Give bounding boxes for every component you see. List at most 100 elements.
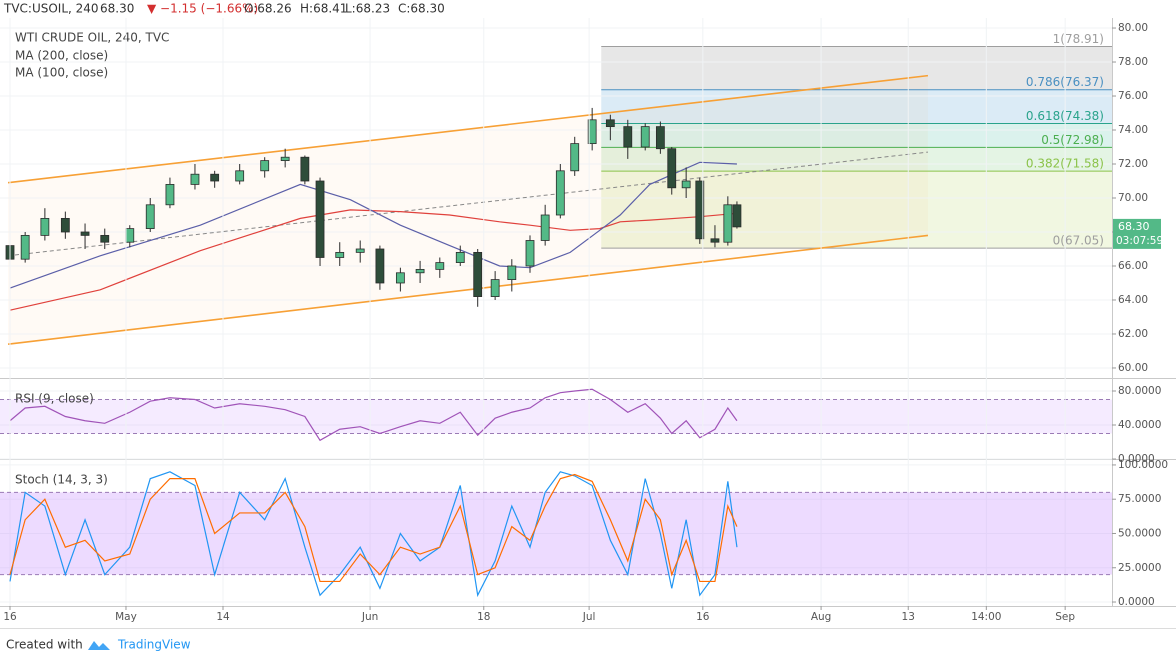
candle-body xyxy=(710,238,720,243)
candle-body xyxy=(723,204,733,243)
candle-body xyxy=(260,160,270,172)
candle-body xyxy=(415,268,425,274)
candle-body xyxy=(335,251,345,258)
candle-body xyxy=(80,231,90,236)
candle-body xyxy=(235,170,245,182)
close: C:68.30 xyxy=(398,2,445,16)
candle-body xyxy=(570,143,580,172)
fib-label: 0.5(72.98) xyxy=(1041,133,1104,147)
candle-body xyxy=(315,180,325,258)
candle-body xyxy=(435,262,445,270)
candle-body xyxy=(190,173,200,185)
low: L:68.23 xyxy=(345,2,390,16)
fib-label: 1(78.91) xyxy=(1053,32,1104,46)
countdown: 03:07:59 xyxy=(1116,235,1163,247)
candle-body xyxy=(473,251,483,297)
fib-zone xyxy=(601,147,1112,172)
y-tick-label: 75.0000 xyxy=(1118,493,1161,505)
open: O:68.26 xyxy=(244,2,292,16)
y-tick-label: 80.0000 xyxy=(1118,385,1161,397)
high: H:68.41 xyxy=(300,2,347,16)
candle-body xyxy=(210,173,220,182)
candle-body xyxy=(300,156,310,182)
x-tick-label: Jun xyxy=(361,611,378,623)
candle-body xyxy=(375,248,385,284)
y-tick-label: 74.00 xyxy=(1118,124,1148,136)
candle-body xyxy=(587,119,597,145)
footer: Created with TradingView xyxy=(6,638,191,652)
candle-body xyxy=(640,126,650,148)
candle-body xyxy=(60,217,70,233)
candle-body xyxy=(395,272,405,284)
series-line xyxy=(9,471,738,598)
fib-zone xyxy=(601,123,1112,148)
candle-body xyxy=(490,279,500,297)
candle-body xyxy=(695,180,705,240)
candle-body xyxy=(507,265,517,280)
y-tick-label: 0.0000 xyxy=(1118,453,1155,465)
pane-title: WTI CRUDE OIL, 240, TVC xyxy=(15,31,169,45)
change: ▼ −1.15 (−1.66%) xyxy=(147,2,258,16)
pane-title: Stoch (14, 3, 3) xyxy=(15,473,108,487)
y-tick-label: 64.00 xyxy=(1118,294,1148,306)
x-tick-label: Aug xyxy=(811,611,832,623)
y-tick-label: 25.0000 xyxy=(1118,562,1161,574)
y-tick-label: 50.0000 xyxy=(1118,527,1161,539)
x-tick-label: Sep xyxy=(1055,611,1075,623)
candle-body xyxy=(667,148,677,189)
trendline xyxy=(7,74,929,184)
candle-body xyxy=(525,240,535,267)
series-line xyxy=(9,161,737,289)
y-tick-label: 80.00 xyxy=(1118,22,1148,34)
price: 68.30 xyxy=(100,2,134,16)
legend-entry: MA (100, close) xyxy=(15,66,108,80)
trendline xyxy=(7,234,929,345)
candle-body xyxy=(100,234,110,243)
candle-body xyxy=(605,119,615,128)
candle-body xyxy=(455,251,465,263)
series-line xyxy=(9,473,738,583)
candle-body xyxy=(623,126,633,148)
fib-zone xyxy=(601,89,1112,124)
y-tick-label: 70.00 xyxy=(1118,192,1148,204)
symbol: TVC:USOIL, 240 xyxy=(3,2,99,16)
y-tick-label: 78.00 xyxy=(1118,56,1148,68)
header: TVC:USOIL, 240 68.30 ▼ −1.15 (−1.66%) O:… xyxy=(3,2,445,16)
candle-body xyxy=(540,214,550,241)
last-price: 68.30 xyxy=(1118,220,1150,233)
y-tick-label: 60.00 xyxy=(1118,362,1148,374)
brand-logo xyxy=(88,641,110,650)
y-tick-label: 62.00 xyxy=(1118,328,1148,340)
band-fill xyxy=(0,492,1112,575)
candle-body xyxy=(40,217,50,236)
y-tick-label: 66.00 xyxy=(1118,260,1148,272)
candle-body xyxy=(280,156,290,162)
y-tick-label: 100.0000 xyxy=(1118,459,1168,471)
candle-body xyxy=(555,170,565,216)
candle-body xyxy=(125,228,135,243)
y-tick-label: 40.0000 xyxy=(1118,419,1161,431)
fib-label: 0(67.05) xyxy=(1053,234,1104,248)
x-tick-label: May xyxy=(115,611,137,623)
created-with: Created with xyxy=(6,638,83,652)
pane: 60.0062.0064.0066.0068.0070.0072.0074.00… xyxy=(0,22,1163,374)
y-tick-label: 76.00 xyxy=(1118,90,1148,102)
series-line xyxy=(9,388,738,442)
x-tick-label: 14:00 xyxy=(971,611,1001,623)
channel-fill xyxy=(8,75,928,345)
x-tick-label: Jul xyxy=(582,611,596,623)
candle-body xyxy=(20,234,30,260)
x-tick-label: 18 xyxy=(477,611,490,623)
candle-body xyxy=(145,204,155,229)
pane: 0.0000 25.0000 50.0000 75.0000 100.0000 16 May… xyxy=(0,18,1168,623)
x-tick-label: 16 xyxy=(3,611,17,623)
x-tick-label: 16 xyxy=(696,611,710,623)
fib-zone xyxy=(601,46,1112,90)
trendline xyxy=(7,151,929,257)
candle-body xyxy=(732,204,742,228)
candle-body xyxy=(655,126,665,150)
brand[interactable]: TradingView xyxy=(117,638,191,652)
